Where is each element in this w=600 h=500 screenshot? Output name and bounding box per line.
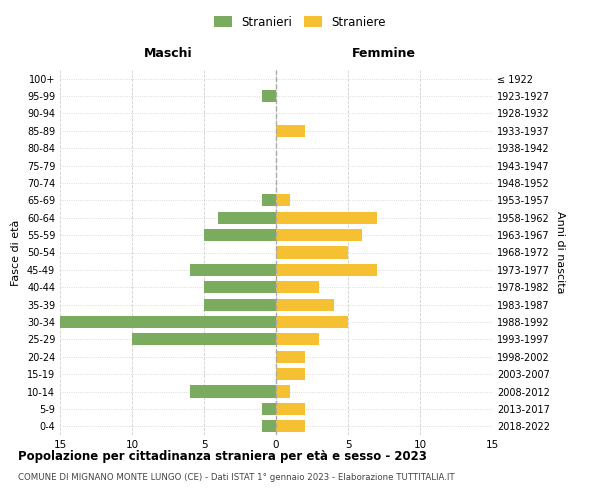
Bar (276, 298, 334, 310)
Bar (276, 212, 377, 224)
Bar (276, 386, 290, 398)
Bar (204, 281, 276, 293)
Text: Popolazione per cittadinanza straniera per età e sesso - 2023: Popolazione per cittadinanza straniera p… (18, 450, 427, 463)
Bar (204, 298, 276, 310)
Bar (132, 334, 276, 345)
Legend: Stranieri, Straniere: Stranieri, Straniere (209, 11, 391, 34)
Bar (276, 229, 362, 241)
Bar (276, 420, 305, 432)
Bar (276, 125, 305, 137)
Bar (218, 212, 276, 224)
Bar (204, 229, 276, 241)
Bar (276, 246, 348, 258)
Bar (262, 194, 276, 206)
Bar (276, 264, 377, 276)
Text: COMUNE DI MIGNANO MONTE LUNGO (CE) - Dati ISTAT 1° gennaio 2023 - Elaborazione T: COMUNE DI MIGNANO MONTE LUNGO (CE) - Dat… (18, 472, 455, 482)
Bar (276, 350, 305, 363)
Bar (276, 368, 305, 380)
Bar (262, 90, 276, 102)
Bar (276, 194, 290, 206)
Bar (262, 403, 276, 415)
Bar (276, 403, 305, 415)
Bar (60, 316, 276, 328)
Bar (276, 281, 319, 293)
Bar (190, 264, 276, 276)
Y-axis label: Anni di nascita: Anni di nascita (556, 211, 565, 294)
Bar (262, 420, 276, 432)
Y-axis label: Fasce di età: Fasce di età (11, 220, 21, 286)
Text: Femmine: Femmine (352, 46, 416, 60)
Bar (190, 386, 276, 398)
Bar (276, 334, 319, 345)
Text: Maschi: Maschi (143, 46, 193, 60)
Bar (276, 316, 348, 328)
